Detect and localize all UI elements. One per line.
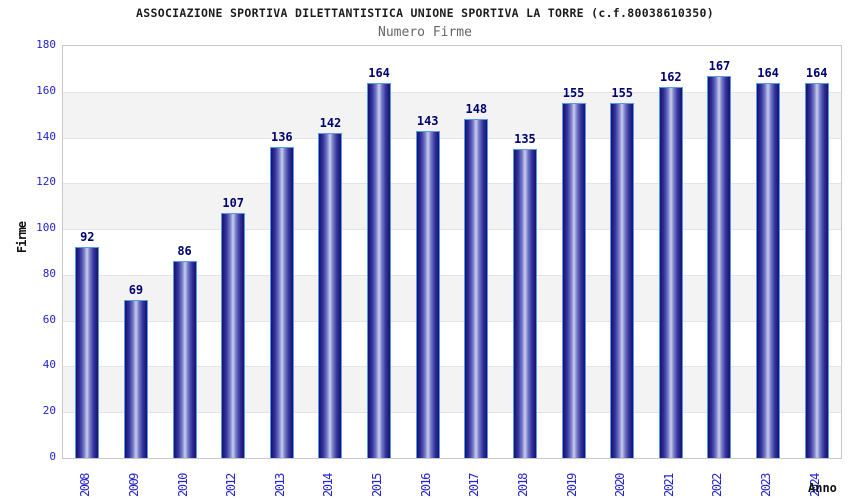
- x-tick-label: 2022: [710, 474, 725, 497]
- bar-2018: [512, 149, 537, 458]
- bar-2013: [269, 147, 294, 458]
- bar-2008: [75, 247, 100, 458]
- gridline: [63, 137, 841, 139]
- y-tick-label: 0: [49, 450, 56, 463]
- bar-2019: [561, 103, 586, 458]
- bar-2017: [464, 119, 489, 458]
- y-tick-label: 80: [42, 266, 56, 280]
- bar-value-label: 164: [757, 66, 779, 80]
- bar-value-label: 142: [319, 116, 342, 130]
- bar-2010: [172, 261, 197, 458]
- bar-value-label: 69: [128, 283, 144, 297]
- y-tick-label: 120: [36, 175, 56, 189]
- x-tick-label: 2012: [224, 474, 239, 497]
- gridline: [63, 274, 841, 276]
- x-tick-label: 2023: [759, 474, 774, 497]
- bar-value-label: 148: [465, 102, 488, 116]
- x-tick-label: 2017: [467, 474, 482, 497]
- x-axis-title: Anno: [808, 481, 837, 495]
- plot-area: 92 69 86 107 136 142 164 143 148 135 155 155 162 167 1…: [62, 45, 842, 459]
- bar-value-label: 135: [514, 132, 536, 146]
- x-tick-label: 2016: [418, 474, 433, 497]
- x-tick-label: 2018: [515, 474, 530, 497]
- x-tick-label: 2020: [613, 474, 628, 497]
- y-tick-label: 40: [42, 358, 56, 372]
- gridline: [63, 412, 841, 414]
- bar-value-label: 167: [708, 59, 731, 73]
- bar-2020: [610, 103, 635, 458]
- x-tick-label: 2021: [661, 474, 676, 497]
- y-tick-label: 180: [36, 38, 56, 51]
- x-tick-label: 2008: [78, 474, 93, 497]
- y-tick-label: 140: [36, 129, 56, 143]
- bar-2023: [756, 83, 781, 458]
- x-tick-label: 2010: [175, 474, 190, 497]
- y-tick-label: 60: [42, 312, 56, 326]
- bar-value-label: 162: [659, 70, 682, 84]
- bar-value-label: 92: [80, 230, 95, 244]
- bar-2014: [318, 133, 343, 458]
- gridline: [63, 229, 841, 231]
- bar-2016: [415, 131, 440, 458]
- bar-2024: [804, 83, 829, 458]
- x-tick-label: 2013: [272, 474, 287, 497]
- bar-2021: [658, 87, 683, 458]
- gridline: [63, 91, 841, 93]
- gridline: [63, 183, 841, 185]
- bar-2012: [221, 213, 246, 458]
- bar-value-label: 136: [270, 130, 293, 144]
- bar-value-label: 164: [805, 66, 828, 80]
- y-tick-label: 160: [36, 83, 56, 97]
- x-tick-label: 2019: [564, 474, 579, 497]
- x-tick-label: 2009: [126, 474, 141, 497]
- x-tick-label: 2014: [321, 474, 336, 497]
- gridline: [63, 366, 841, 368]
- chart-subtitle: Numero Firme: [378, 25, 472, 40]
- bar-value-label: 143: [416, 114, 439, 128]
- bar-2022: [707, 76, 732, 458]
- gridline: [63, 320, 841, 322]
- bar-value-label: 107: [222, 196, 245, 210]
- y-tick-label: 100: [36, 221, 56, 235]
- bar-value-label: 155: [611, 86, 634, 100]
- bar-value-label: 155: [562, 86, 585, 100]
- y-tick-label: 20: [42, 404, 56, 418]
- bar-value-label: 86: [177, 244, 192, 258]
- x-tick-label: 2015: [370, 474, 385, 497]
- bar-value-label: 164: [368, 66, 390, 80]
- bar-2009: [123, 300, 148, 458]
- bar-2015: [367, 83, 392, 458]
- chart-title: ASSOCIAZIONE SPORTIVA DILETTANTISTICA UN…: [136, 6, 714, 20]
